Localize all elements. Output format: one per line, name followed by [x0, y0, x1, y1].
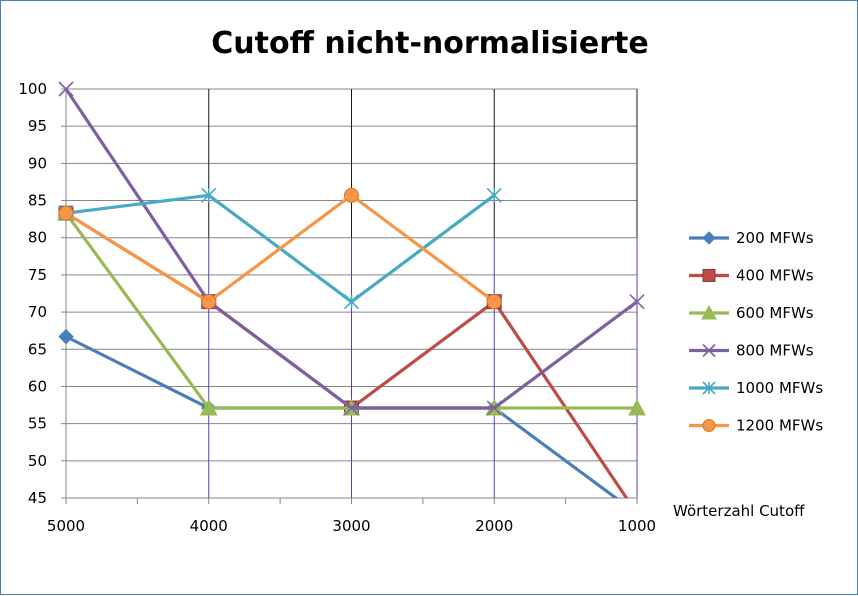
- legend-label: 600 MFWs: [736, 304, 814, 322]
- x-tick-label: 4000: [190, 517, 228, 535]
- data-point: [58, 205, 74, 221]
- data-point: [628, 398, 646, 416]
- data-point: [201, 294, 217, 310]
- x-tick-label: 1000: [618, 517, 656, 535]
- series-200-mfws: [58, 328, 619, 498]
- data-point: [201, 187, 217, 203]
- x-tick-label: 2000: [475, 517, 513, 535]
- series-layer: [57, 81, 646, 498]
- data-point: [702, 381, 716, 395]
- legend-label: 1000 MFWs: [736, 379, 823, 397]
- data-point: [343, 400, 360, 416]
- chart-title: Cutoff nicht-normalisierte: [211, 26, 648, 61]
- legend-item: 400 MFWs: [689, 267, 814, 285]
- series-1200-mfws: [58, 187, 502, 310]
- legend-item: 1000 MFWs: [689, 379, 823, 397]
- y-tick-label: 90: [28, 154, 47, 172]
- data-point: [486, 400, 502, 416]
- data-point: [343, 294, 360, 310]
- legend-item: 600 MFWs: [689, 304, 814, 322]
- data-point: [344, 187, 359, 203]
- data-point: [702, 343, 716, 358]
- axes: 45 50 55 60 65 70 75 80 85 90 95 100 5000 4000 3000 200…: [18, 80, 656, 535]
- legend-item: 800 MFWs: [689, 342, 814, 360]
- y-tick-label: 80: [28, 229, 47, 247]
- legend-label: 1200 MFWs: [736, 417, 823, 435]
- series-400-mfws: [58, 205, 629, 498]
- y-tick-label: 100: [18, 80, 47, 98]
- legend: 200 MFWs 400 MFWs 600 MFWs 800 MFWs 1000 MFW…: [689, 229, 823, 435]
- data-point: [486, 187, 502, 203]
- data-point: [702, 231, 716, 245]
- x-axis-title: Wörterzahl Cutoff: [673, 502, 805, 520]
- data-point: [702, 269, 716, 282]
- legend-label: 800 MFWs: [736, 342, 814, 360]
- y-tick-label: 95: [28, 117, 47, 135]
- legend-item: 1200 MFWs: [689, 417, 823, 435]
- y-tick-label: 55: [28, 415, 47, 433]
- data-point: [701, 304, 717, 320]
- data-point: [629, 294, 645, 310]
- y-tick-label: 60: [28, 377, 47, 395]
- y-tick-label: 70: [28, 303, 47, 321]
- y-tick-label: 65: [28, 340, 47, 358]
- series-line: [65, 193, 496, 304]
- y-tick-label: 45: [28, 489, 47, 507]
- data-point: [702, 419, 716, 432]
- legend-item: 200 MFWs: [689, 229, 814, 247]
- legend-label: 200 MFWs: [736, 229, 814, 247]
- data-point: [58, 81, 74, 97]
- y-tick-label: 85: [28, 192, 47, 210]
- data-point: [486, 294, 502, 310]
- x-tick-label: 5000: [47, 517, 85, 535]
- grid: [66, 88, 638, 499]
- y-tick-label: 50: [28, 452, 47, 470]
- legend-label: 400 MFWs: [736, 267, 814, 285]
- y-tick-label: 75: [28, 266, 47, 284]
- data-point: [199, 398, 218, 416]
- data-point: [58, 328, 74, 345]
- x-tick-label: 3000: [332, 517, 370, 535]
